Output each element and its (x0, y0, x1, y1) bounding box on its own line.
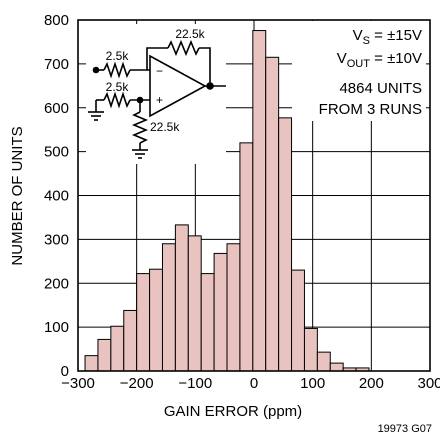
feedback-wire (146, 47, 168, 70)
annotation-vout: VOUT = ±10V (337, 50, 422, 70)
histogram-bar (97, 338, 112, 372)
feedback-wire-right (199, 47, 211, 86)
ground-resistor (131, 111, 149, 144)
annotation-units: 4864 UNITS (339, 80, 422, 97)
histogram-bar (291, 269, 305, 372)
svg-text:+: + (156, 93, 163, 107)
x-tick-label: 100 (300, 375, 325, 392)
x-tick-label: −300 (61, 375, 95, 392)
histogram-bar (278, 117, 293, 372)
y-tick-label: 800 (44, 12, 69, 29)
figure-code: 19973 G07 (378, 423, 432, 435)
histogram-bar (265, 56, 280, 372)
x-tick-label: −200 (120, 375, 154, 392)
histogram-bar (187, 235, 202, 372)
histogram-bar (136, 273, 151, 372)
y-tick-label: 600 (44, 100, 69, 117)
y-tick-labels: 0 100 200 300 400 500 600 700 800 (44, 12, 69, 380)
plot-frame (77, 19, 431, 372)
feedback-resistor (167, 39, 200, 57)
x-axis-title: GAIN ERROR (ppm) (164, 403, 302, 420)
input2-resistor (103, 91, 131, 109)
schematic-labels: 22.5k 2.5k 2.5k 22.5k − + (106, 27, 206, 134)
histogram-bar (252, 30, 267, 372)
histogram-bar (123, 309, 138, 372)
plot-border (77, 19, 431, 372)
histogram-bar (303, 327, 318, 372)
histogram-bar (239, 142, 254, 372)
x-tick-labels: −300 −200 −100 0 100 200 300 (61, 375, 440, 392)
y-tick-label: 300 (44, 231, 69, 248)
x-tick-label: −100 (178, 375, 212, 392)
y-tick-label: 700 (44, 56, 69, 73)
histogram-bar (226, 243, 241, 372)
histogram-bar (174, 224, 189, 372)
histogram-bar (110, 325, 125, 372)
histogram-bar (161, 243, 176, 372)
svg-text:2.5k: 2.5k (106, 80, 130, 94)
histogram-bar (200, 273, 215, 372)
y-tick-label: 0 (61, 363, 69, 380)
annotation-vs: VS = ±15V (353, 27, 422, 47)
x-tick-label: 0 (250, 375, 258, 392)
histogram-bar (329, 362, 344, 372)
svg-text:22.5k: 22.5k (150, 120, 180, 134)
annotation-block: VS = ±15V VOUT = ±10V 4864 UNITS FROM 3 … (292, 21, 426, 121)
op-amp-triangle (149, 54, 207, 118)
op-amp-schematic (86, 24, 226, 164)
x-tick-label: 200 (359, 375, 384, 392)
y-axis-title: NUMBER OF UNITS (9, 126, 26, 265)
svg-text:2.5k: 2.5k (106, 49, 130, 63)
svg-text:22.5k: 22.5k (175, 27, 205, 41)
histogram-bar (84, 355, 99, 372)
x-tick-label: 300 (417, 375, 440, 392)
histogram-bar (316, 351, 331, 372)
y-tick-label: 400 (44, 188, 69, 205)
annotation-runs: FROM 3 RUNS (319, 101, 422, 118)
histogram-bar (149, 268, 163, 372)
histogram-bar (213, 252, 228, 372)
y-tick-label: 200 (44, 275, 69, 292)
input1-resistor (103, 61, 131, 79)
svg-text:−: − (156, 64, 163, 78)
y-tick-label: 500 (44, 144, 69, 161)
y-tick-label: 100 (44, 319, 69, 336)
